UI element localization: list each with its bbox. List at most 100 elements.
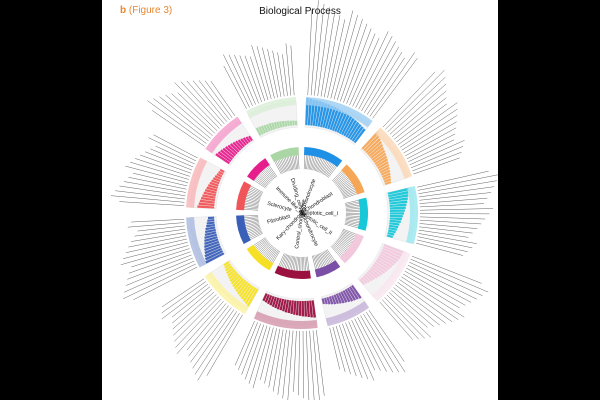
bar [207, 184, 218, 190]
bar [202, 194, 216, 199]
inner-tick [274, 161, 282, 175]
bar [374, 261, 388, 272]
bar [212, 177, 221, 182]
inner-tick [248, 229, 262, 236]
term-label-spoke [418, 186, 495, 198]
inner-tick [254, 238, 267, 247]
inner-tick [262, 170, 273, 181]
inner-tick [259, 243, 271, 254]
bar [317, 102, 325, 127]
term-label-spoke [310, 0, 319, 96]
inner-tick [323, 162, 332, 176]
inner-tick [339, 235, 352, 244]
inner-tick [254, 180, 266, 189]
term-label-spoke [416, 242, 464, 256]
term-label-spoke [119, 185, 186, 196]
bar [282, 299, 287, 312]
bar [216, 173, 223, 178]
inner-tick [245, 222, 260, 226]
term-label-spoke [345, 322, 369, 380]
term-label-spoke [130, 161, 189, 180]
inner-tick [246, 196, 260, 201]
inner-tick [317, 158, 323, 172]
bar [281, 120, 285, 128]
term-label-spoke [386, 294, 432, 338]
inner-tick [304, 256, 306, 271]
inner-tick [264, 168, 275, 180]
bar [204, 189, 217, 194]
term-label-spoke [128, 251, 191, 274]
term-label-spoke [324, 15, 341, 98]
term-label-spoke [206, 314, 243, 376]
inner-tick [263, 169, 274, 180]
bar [335, 293, 342, 304]
term-label-spoke [128, 177, 187, 190]
inner-tick [285, 157, 290, 171]
bar [293, 300, 297, 315]
term-label-spoke [272, 329, 284, 392]
segment-outer-band [253, 311, 318, 330]
bar [232, 141, 242, 151]
inner-tick [246, 226, 261, 231]
inner-tick [313, 255, 318, 270]
term-label-spoke [135, 158, 190, 177]
term-label-spoke [329, 327, 340, 370]
inner-tick [263, 245, 273, 257]
inner-tick [286, 255, 291, 269]
inner-tick [244, 217, 259, 220]
inner-tick [339, 183, 353, 191]
inner-tick [283, 254, 288, 268]
bar [382, 175, 391, 181]
inner-tick [250, 185, 264, 193]
inner-tick [326, 164, 335, 177]
bar [389, 214, 403, 218]
bar [197, 205, 215, 209]
term-label-spoke [409, 140, 465, 166]
segment-outer-band [204, 271, 249, 314]
segment-outer-band [305, 97, 373, 128]
term-label-spoke [125, 238, 187, 253]
inner-tick [316, 158, 322, 172]
inner-tick [337, 238, 350, 248]
inner-tick [337, 179, 350, 188]
bar [351, 284, 362, 299]
term-label-spoke [357, 316, 387, 372]
inner-tick [260, 172, 271, 183]
term-label-spoke [418, 180, 497, 194]
inner-tick [272, 250, 280, 264]
inner-tick [336, 239, 349, 249]
inner-tick [345, 219, 360, 222]
inner-tick [332, 170, 342, 182]
bar [295, 300, 299, 316]
bar [362, 275, 371, 283]
inner-tick [295, 256, 298, 271]
term-label-spoke [387, 76, 446, 132]
inner-tick [244, 216, 259, 218]
term-label-spoke [282, 54, 288, 96]
bar [351, 126, 364, 142]
inner-tick [342, 228, 357, 235]
term-label-spoke [210, 80, 236, 117]
term-label-spoke [317, 7, 330, 97]
term-label-spoke [172, 291, 215, 330]
inner-tick [244, 204, 259, 207]
term-label-spoke [188, 305, 229, 357]
category-ring-arc [247, 158, 270, 181]
segment-outer-band [186, 217, 207, 268]
inner-tick [245, 199, 260, 204]
bar [223, 261, 230, 267]
term-label-spoke [404, 270, 466, 306]
term-label-spoke [419, 226, 473, 234]
inner-tick [336, 176, 348, 186]
inner-tick [289, 156, 294, 170]
bar [214, 175, 222, 180]
bar [292, 120, 295, 126]
bar [238, 282, 251, 298]
term-label-spoke [125, 257, 193, 286]
term-label-spoke [413, 157, 460, 175]
bar [333, 294, 340, 305]
segment-outer-band [371, 250, 411, 302]
term-label-spoke [342, 323, 363, 379]
inner-tick [345, 203, 360, 206]
inner-tick [249, 187, 263, 194]
